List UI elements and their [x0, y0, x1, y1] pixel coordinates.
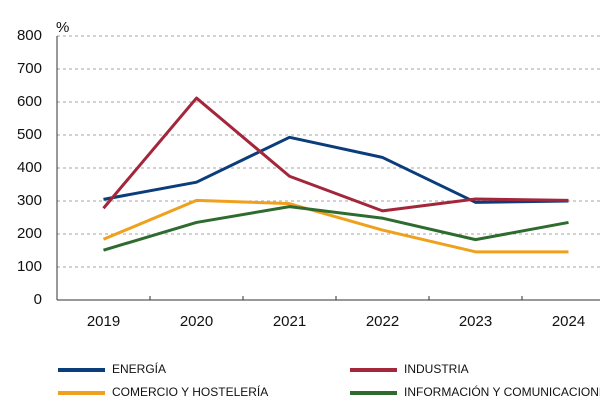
legend-label: INDUSTRIA — [404, 362, 469, 376]
y-tick-label: 500 — [17, 126, 42, 143]
y-tick-label: 400 — [17, 159, 42, 176]
x-tick-label: 2021 — [273, 313, 306, 330]
series-line — [102, 198, 569, 254]
y-tick-label: 0 — [34, 291, 42, 308]
x-tick-label: 2020 — [180, 313, 213, 330]
y-tick-label: 300 — [17, 192, 42, 209]
y-tick-label: 100 — [17, 258, 42, 275]
y-tick-label: 600 — [17, 93, 42, 110]
y-tick-label: 200 — [17, 225, 42, 242]
series-line — [103, 135, 569, 204]
series-line — [103, 205, 569, 252]
x-tick-label: 2024 — [552, 313, 585, 330]
x-tick-label: 2019 — [87, 313, 120, 330]
legend-label: COMERCIO Y HOSTELERÍA — [112, 384, 268, 399]
x-tick-label: 2022 — [366, 313, 399, 330]
series-line — [102, 96, 569, 213]
legend-label: INFORMACIÓN Y COMUNICACIONES — [404, 384, 600, 399]
y-tick-label: 800 — [17, 27, 42, 44]
x-tick-label: 2023 — [459, 313, 492, 330]
y-tick-label: 700 — [17, 60, 42, 77]
legend-label: ENERGÍA — [112, 361, 166, 376]
y-unit-label: % — [56, 19, 69, 36]
